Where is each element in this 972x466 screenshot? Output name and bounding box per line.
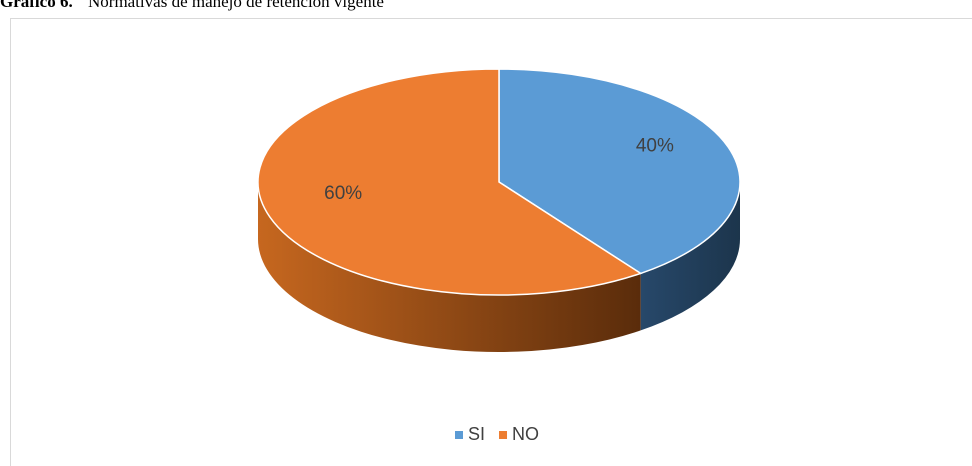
chart-title: Normativas de manejo de retención vigent…	[88, 0, 384, 11]
figure-label: Gráfico 6.	[0, 0, 73, 11]
legend-label: NO	[512, 424, 539, 444]
legend-label: SI	[468, 424, 485, 444]
slice	[498, 68, 741, 275]
data-label: 60%	[324, 183, 362, 204]
slice-side	[640, 182, 740, 331]
legend-swatch	[499, 431, 508, 439]
slice	[257, 68, 643, 296]
data-label: 40%	[636, 135, 674, 156]
legend-swatch	[455, 431, 463, 439]
slice-side	[258, 182, 641, 352]
